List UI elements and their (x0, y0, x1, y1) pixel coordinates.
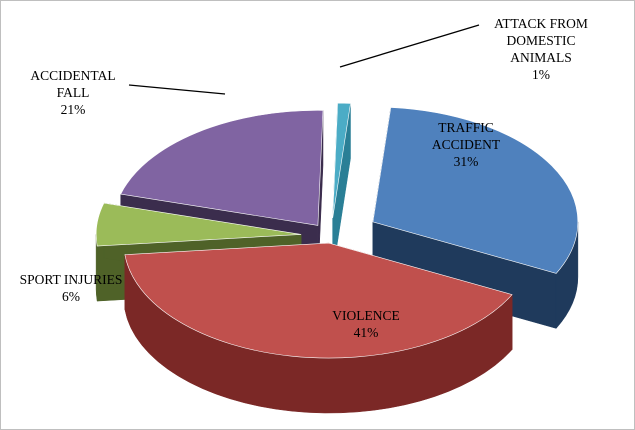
slice (332, 102, 351, 219)
slice-value-label: 6% (62, 289, 80, 304)
slice-label: ACCIDENTAL FALL (30, 68, 116, 100)
leader-line (128, 84, 226, 95)
slice (124, 242, 513, 359)
slice-value-label: 1% (532, 67, 550, 82)
slice-label: SPORT INJURIES (19, 272, 123, 287)
slice-label: TRAFFIC ACCIDENT (431, 120, 501, 152)
slice-value-label: 41% (353, 325, 379, 340)
leader-line (339, 24, 480, 68)
slice-label: ATTACK FROM DOMESTIC ANIMALS (494, 16, 588, 65)
slice-label: VIOLENCE (332, 308, 400, 323)
slice-value-label: 31% (453, 154, 479, 169)
slice (372, 107, 579, 274)
slice (95, 202, 302, 247)
slice-value-label: 21% (60, 102, 86, 117)
slice (120, 110, 324, 226)
